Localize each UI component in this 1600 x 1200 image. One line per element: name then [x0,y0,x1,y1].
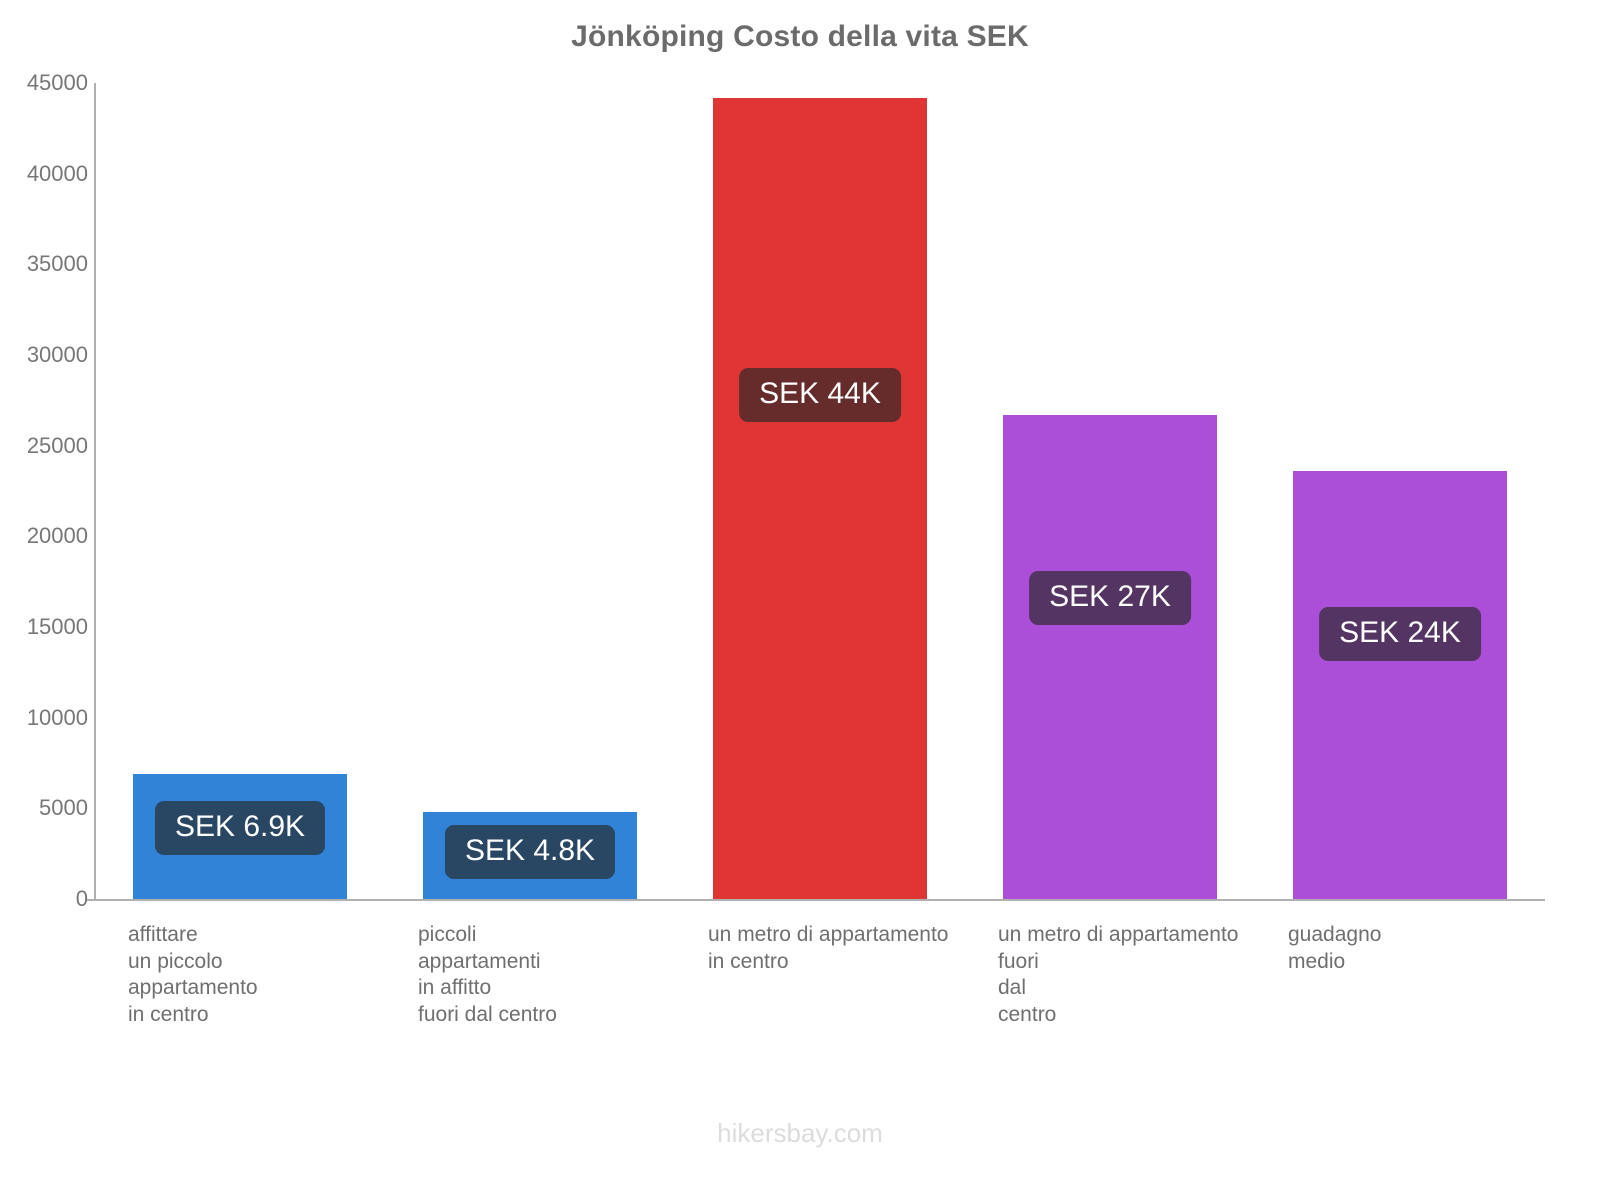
x-axis-category-label: affittare un piccolo appartamento in cen… [128,923,258,1026]
x-axis-line [87,899,1545,901]
y-axis-tick-label: 10000 [26,704,88,730]
bar-value-label: SEK 24K [1319,607,1481,662]
y-axis-tick-label: 35000 [26,251,88,277]
y-axis-tick-label: 5000 [39,795,88,821]
y-axis-tick-labels: 45000 40000 35000 30000 25000 20000 15000 10000… [0,0,88,1200]
bar-value-label: SEK 6.9K [154,800,326,855]
bar-value-label: SEK 4.8K [444,825,616,880]
bar-value-label: SEK 27K [1029,571,1191,626]
plot-area [95,83,1545,899]
y-axis-tick-label: 30000 [26,342,88,367]
y-axis-tick-label: 0 [75,886,88,911]
y-axis-tick-label: 20000 [26,523,88,549]
x-axis-category-label: piccoli appartamenti in affitto fuori da… [418,923,557,1026]
y-axis-line [94,83,96,901]
y-axis-tick-label: 25000 [26,432,88,458]
bar [713,97,927,899]
x-axis-category-label: un metro di appartamento in centro [708,923,949,973]
y-axis-tick-label: 45000 [26,70,88,95]
chart-title: Jönköping Costo della vita SEK [571,20,1029,53]
x-axis-category-label: guadagno medio [1288,923,1382,973]
bar [1003,414,1217,899]
y-axis-tick-label: 40000 [26,160,88,186]
bar [1293,471,1507,899]
x-axis-category-label: un metro di appartamento fuori dal centr… [998,923,1239,1026]
watermark-text: hikersbay.com [717,1118,883,1148]
y-axis-tick-label: 15000 [26,614,88,639]
bar-value-label: SEK 44K [739,368,901,423]
